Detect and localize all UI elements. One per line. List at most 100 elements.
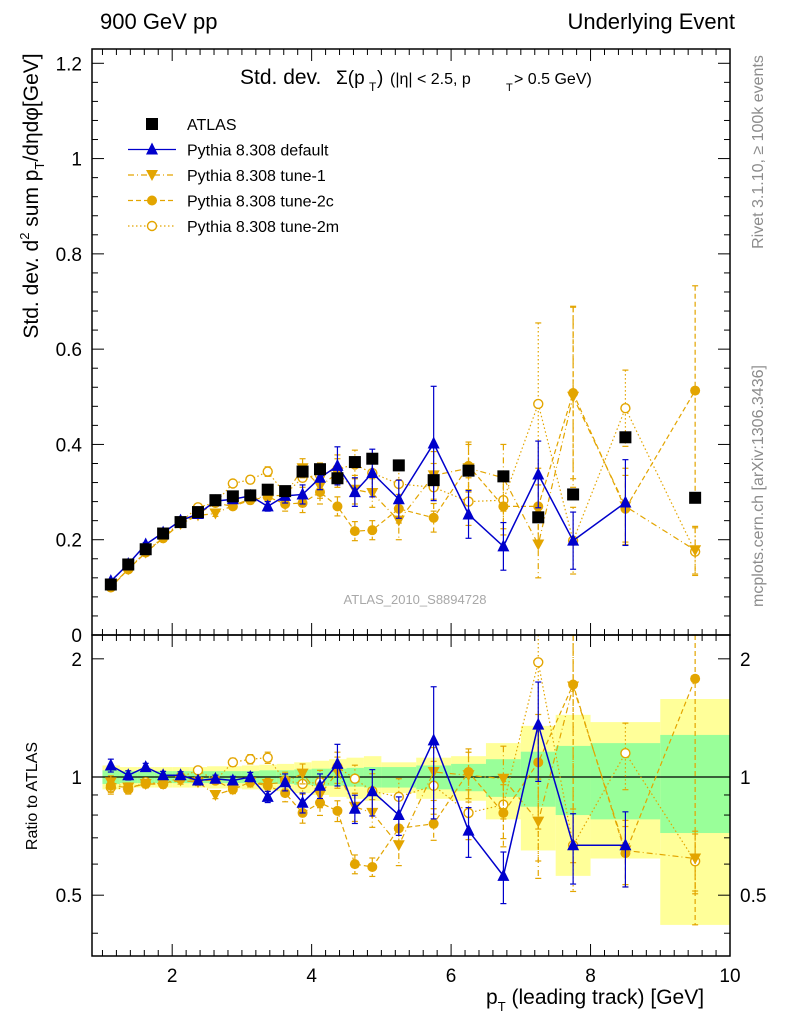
ratio-data-point <box>315 797 326 808</box>
ratio-data-point <box>139 760 152 773</box>
legend-label: Pythia 8.308 tune-2m <box>187 219 339 236</box>
legend-label: Pythia 8.308 tune-2c <box>187 194 334 211</box>
ratio-data-point <box>331 756 344 769</box>
main-y-axis-title: Std. dev. d2 sum pT/dηdφ[GeV] <box>17 53 47 338</box>
main-data-point <box>392 459 405 472</box>
ratio-data-point <box>209 789 222 801</box>
ratio-y-tick-label-right: 2 <box>740 650 751 671</box>
ratio-data-point <box>532 816 545 828</box>
main-data-point <box>428 512 439 523</box>
main-series-line <box>110 401 696 588</box>
main-data-point <box>174 516 187 529</box>
ratio-data-point <box>497 868 510 881</box>
ratio-data-point <box>296 795 309 808</box>
main-series-pythia-8-308-tune-2c <box>105 285 701 593</box>
panel-title-main: Std. dev. <box>240 66 321 89</box>
main-data-point <box>261 499 274 512</box>
main-data-point <box>689 545 702 557</box>
panel-title-cuts-sub: T <box>506 82 513 94</box>
legend-label: Pythia 8.308 default <box>187 143 329 160</box>
main-data-point <box>689 491 702 504</box>
panel-title-sigma-sub: T <box>369 80 377 94</box>
ratio-data-point <box>226 773 239 786</box>
legend-entry: Pythia 8.308 tune-2c <box>128 194 334 211</box>
ratio-data-point <box>349 773 361 784</box>
ratio-data-point <box>349 859 360 870</box>
main-data-point <box>331 472 344 485</box>
x-tick-label: 4 <box>306 966 317 987</box>
main-data-point <box>427 436 440 449</box>
main-data-point <box>296 465 309 478</box>
legend-marker <box>146 118 158 130</box>
ratio-y-tick-label-right: 0.5 <box>740 886 766 907</box>
ratio-data-point <box>191 773 204 786</box>
main-data-point <box>104 578 117 591</box>
main-panel-frame <box>91 48 731 636</box>
ratio-y-tick-label-right: 1 <box>740 768 751 789</box>
legend-entry: Pythia 8.308 tune-2m <box>128 219 339 236</box>
rivet-version-label: Rivet 3.1.10, ≥ 100k events <box>750 55 767 249</box>
main-data-point <box>244 489 257 502</box>
main-series-pythia-8-308-tune-1 <box>104 305 702 593</box>
ratio-data-point <box>428 818 439 829</box>
ratio-data-point <box>392 808 405 821</box>
ratio-data-point <box>532 717 545 730</box>
main-series-line <box>110 390 696 588</box>
ratio-data-point <box>261 789 274 802</box>
x-tick-label: 6 <box>446 966 457 987</box>
legend-label: ATLAS <box>187 117 237 134</box>
ratio-data-point <box>427 733 440 746</box>
main-data-point <box>332 501 343 512</box>
main-data-point <box>532 539 545 551</box>
main-series-atlas <box>104 431 702 591</box>
panel-title: Std. dev. Σ(p T ) (|η| < 2.5, p T > 0.5 … <box>240 66 592 94</box>
ratio-data-point <box>104 777 117 789</box>
main-data-point <box>261 483 274 496</box>
ratio-data-point <box>497 773 510 785</box>
main-data-point <box>245 474 256 485</box>
panel-title-sigma: Σ(p <box>336 68 365 89</box>
plot-frames: 2 4 6 8 10 0 0.2 0.4 0.6 0.8 1 1.2 0.5 0.5 1 1 2 2 <box>56 48 766 987</box>
ratio-data-point <box>209 771 222 784</box>
ratio-data-point <box>139 778 152 790</box>
main-y-tick-label: 0.4 <box>56 435 83 456</box>
ratio-data-point <box>348 801 361 814</box>
ratio-data-point <box>261 778 274 790</box>
main-data-point <box>497 470 510 483</box>
ratio-data-point <box>619 838 632 851</box>
main-data-point <box>209 494 222 507</box>
legend-marker <box>147 195 157 206</box>
ratio-data-point <box>366 784 379 797</box>
header-left-label: 900 GeV pp <box>100 9 217 34</box>
ratio-data-point <box>690 673 701 684</box>
mcplots-label: mcplots.cern.ch [arXiv:1306.3436] <box>750 365 767 607</box>
ratio-data-point <box>174 768 187 781</box>
main-y-tick-label: 1.2 <box>56 54 82 75</box>
ratio-series-pythia-8-308-tune-1 <box>104 634 702 892</box>
ratio-data-point <box>245 754 256 765</box>
svg-text:pT (leading track) [GeV]: pT (leading track) [GeV] <box>486 986 704 1014</box>
main-data-point <box>620 403 631 414</box>
ratio-data-point <box>567 838 580 851</box>
ratio-panel-frame <box>91 634 731 957</box>
main-data-point <box>462 507 475 520</box>
ratio-y-tick-label-left: 0.5 <box>56 886 82 907</box>
main-data-point <box>348 485 361 498</box>
main-data-point <box>392 492 405 505</box>
ratio-data-point <box>462 770 475 782</box>
main-series-line <box>110 394 696 587</box>
ratio-data-point <box>296 768 309 780</box>
main-y-tick-label: 1 <box>71 150 82 171</box>
ratio-series-pythia-8-308-default <box>104 681 632 905</box>
legend-entry: Pythia 8.308 default <box>128 142 329 160</box>
main-data-point <box>366 466 379 479</box>
main-data-point <box>314 463 327 476</box>
main-data-point <box>139 543 152 556</box>
ratio-data-point <box>620 747 631 759</box>
main-data-point <box>122 558 135 571</box>
ratio-data-point <box>462 823 475 836</box>
ratio-data-point <box>262 752 273 763</box>
ratio-data-point <box>226 784 239 796</box>
ratio-series-line <box>110 662 696 862</box>
